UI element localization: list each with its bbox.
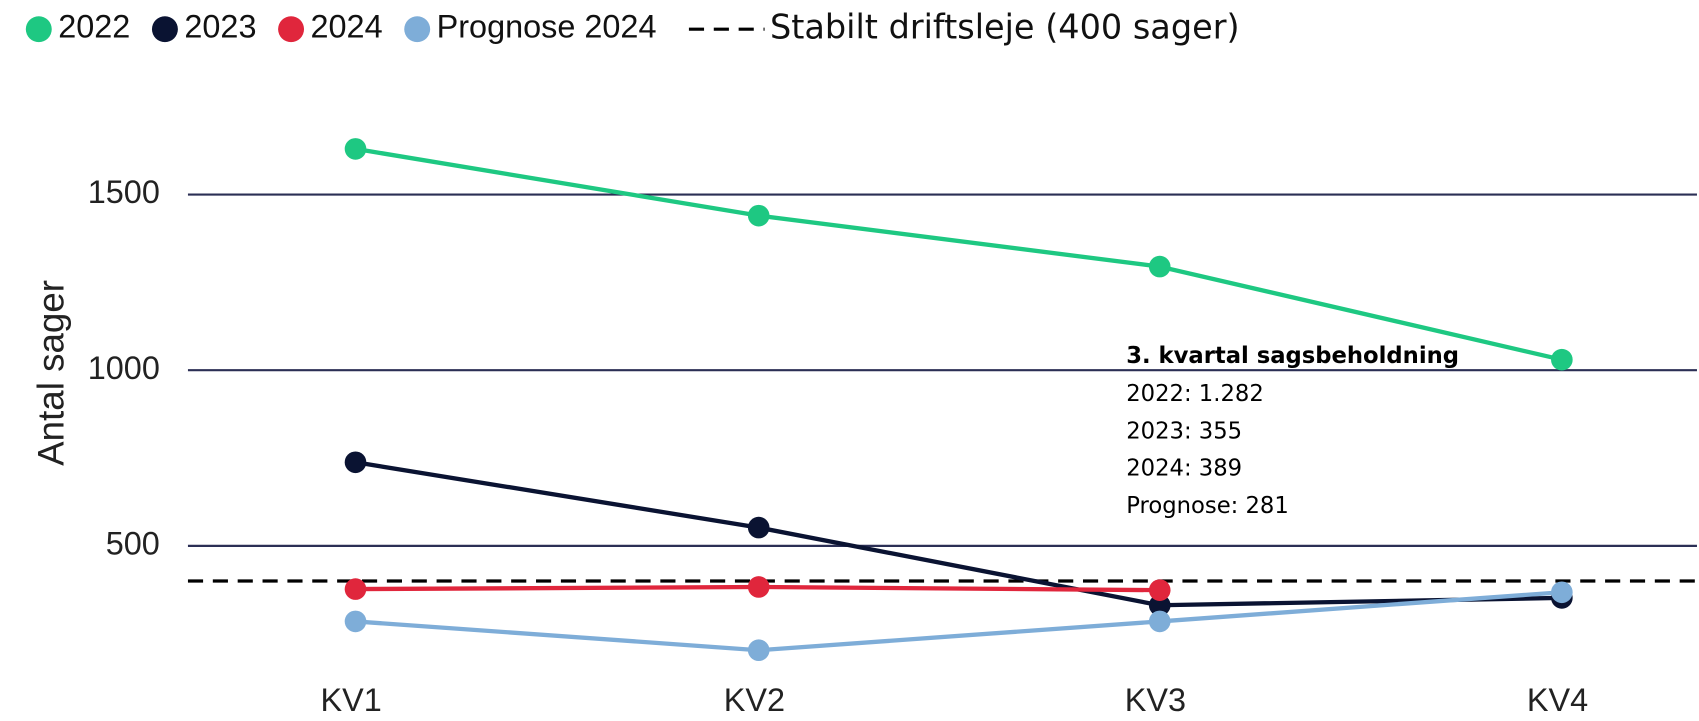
annotation-title: 3. kvartal sagsbeholdning	[1126, 343, 1459, 369]
data-point	[747, 576, 770, 598]
annotation-line: 2022: 1.282	[1126, 381, 1264, 407]
data-point	[1148, 579, 1171, 601]
legend-marker	[404, 16, 431, 43]
data-point	[1148, 255, 1171, 278]
legend-marker	[25, 16, 52, 43]
annotation-line: Prognose: 281	[1126, 493, 1289, 519]
data-point	[1551, 581, 1573, 604]
data-point	[747, 204, 770, 227]
legend-label: 2024	[311, 9, 383, 45]
data-point	[1551, 348, 1573, 371]
data-point	[344, 610, 367, 633]
annotation-line: 2023: 355	[1126, 418, 1242, 444]
legend-label: 2023	[184, 9, 256, 45]
data-point	[1148, 594, 1171, 617]
x-tick-label: KV1	[321, 682, 382, 718]
y-axis-label: Antal sager	[31, 280, 72, 466]
legend-marker	[151, 16, 178, 43]
series-line	[355, 590, 1563, 653]
data-point	[747, 639, 770, 662]
data-point	[747, 516, 770, 539]
data-point	[1148, 610, 1171, 633]
legend-label: Stabilt driftsleje (400 sager)	[770, 8, 1240, 47]
y-tick-label: 1500	[88, 174, 160, 210]
x-tick-label: KV4	[1527, 682, 1588, 718]
series-line	[355, 460, 1562, 608]
series-line	[355, 146, 1563, 362]
data-point	[344, 578, 367, 600]
annotation-line: 2024: 389	[1126, 456, 1242, 482]
x-tick-label: KV3	[1125, 682, 1186, 718]
legend-label: 2022	[58, 9, 130, 45]
y-tick-label: 1000	[88, 350, 160, 386]
data-point	[344, 451, 367, 474]
x-tick-label: KV2	[724, 682, 785, 718]
legend-label: Prognose 2024	[437, 9, 657, 45]
data-point	[344, 138, 367, 160]
legend-marker	[278, 16, 305, 43]
y-tick-label: 500	[106, 525, 160, 561]
